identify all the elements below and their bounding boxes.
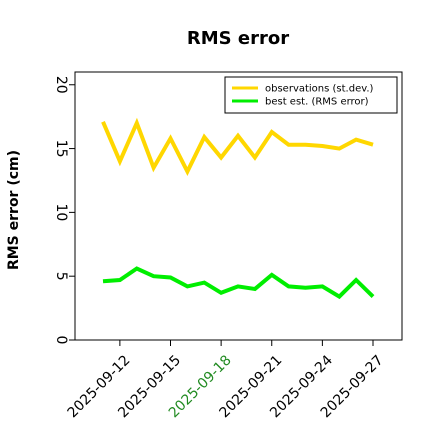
y-tick-label: 5 bbox=[53, 272, 69, 281]
plot-area-frame bbox=[74, 71, 403, 341]
series-line-best-estimate bbox=[102, 266, 375, 300]
chart-title: RMS error bbox=[187, 28, 289, 49]
y-tick-label: 20 bbox=[53, 76, 69, 94]
y-tick-label: 15 bbox=[53, 140, 69, 158]
legend-label-best-estimate: best est. (RMS error) bbox=[265, 97, 369, 108]
legend-label-observations: observations (st.dev.) bbox=[265, 84, 374, 95]
x-axis: 2025-09-122025-09-152025-09-182025-09-21… bbox=[65, 340, 387, 421]
y-axis: 0 5 10 15 20 bbox=[53, 76, 75, 345]
series-layer bbox=[101, 117, 375, 300]
legend: observations (st.dev.) best est. (RMS er… bbox=[224, 76, 398, 114]
y-axis-label: RMS error (cm) bbox=[6, 150, 22, 270]
legend-box bbox=[224, 76, 398, 114]
y-tick-label: 0 bbox=[53, 336, 69, 345]
series-line-observations bbox=[101, 117, 374, 176]
y-tick-label: 10 bbox=[53, 203, 69, 221]
